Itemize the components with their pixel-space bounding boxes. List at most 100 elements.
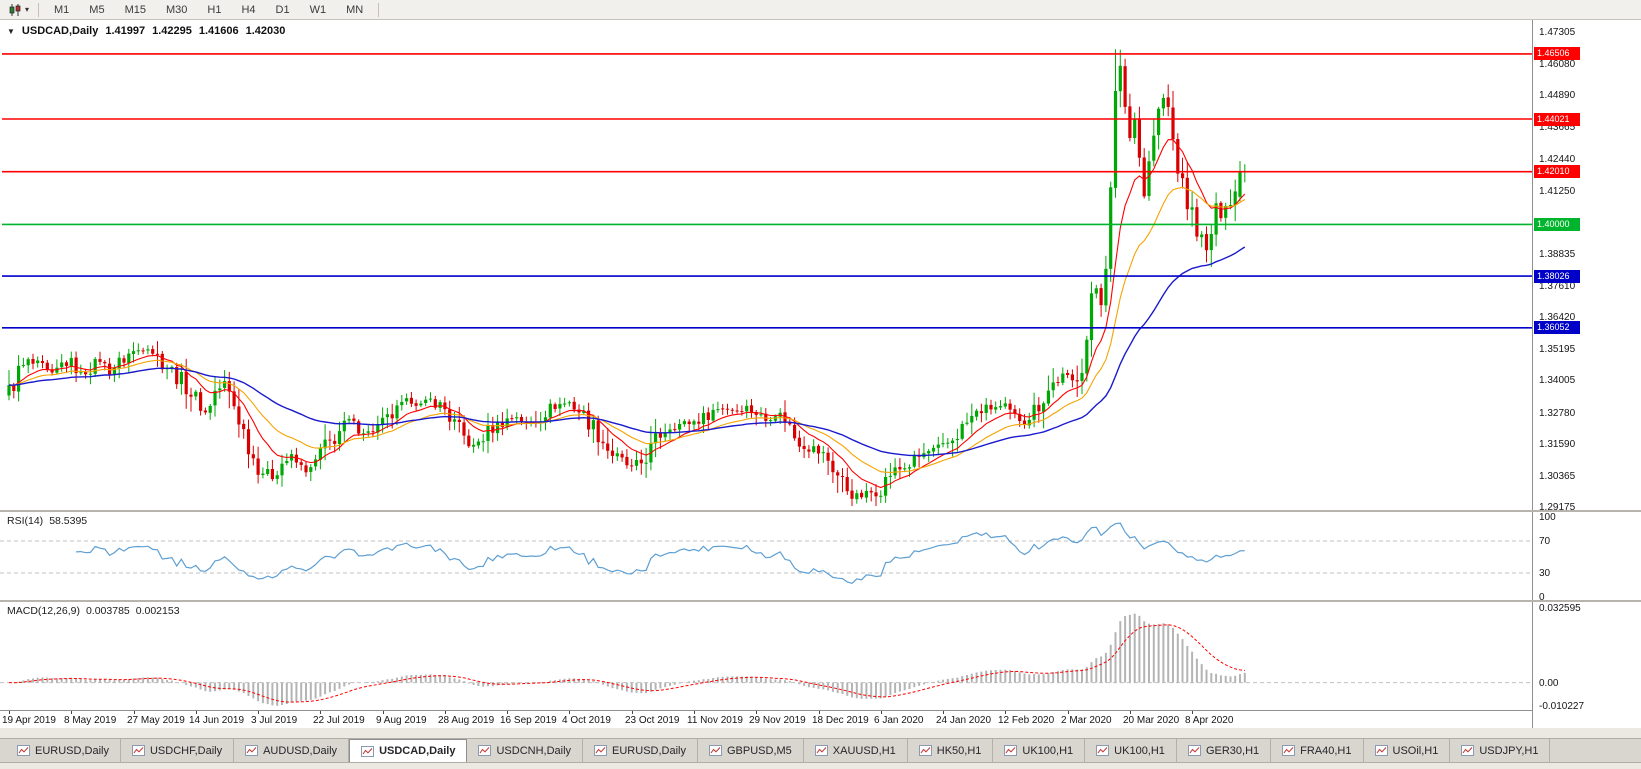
time-tick	[196, 711, 197, 714]
tab-label: EURUSD,Daily	[35, 744, 109, 757]
tab-usdchf-daily[interactable]: USDCHF,Daily	[121, 739, 235, 762]
tab-label: USOil,H1	[1392, 744, 1439, 757]
tab-eurusd-daily[interactable]: EURUSD,Daily	[6, 739, 121, 762]
timeframe-button-H1[interactable]: H1	[207, 3, 222, 16]
tab-usdjpy-h1[interactable]: USDJPY,H1	[1450, 739, 1551, 762]
rsi-indicator-panel[interactable]	[0, 512, 1532, 600]
tab-usdcad-daily[interactable]: USDCAD,Daily	[349, 739, 468, 762]
macd-header: MACD(12,26,9) 0.003785 0.002153	[7, 605, 180, 617]
price-axis-label: 1.31590	[1539, 439, 1576, 450]
ma-line-mid	[8, 186, 1246, 474]
rsi-header: RSI(14) 58.5395	[7, 515, 87, 527]
panel-separator[interactable]	[0, 510, 1641, 512]
rsi-title: RSI(14)	[7, 515, 44, 527]
tab-xauusd-h1[interactable]: XAUUSD,H1	[804, 739, 908, 762]
chart-type-button[interactable]: ▾	[4, 2, 33, 18]
macd-axis-label: -0.010227	[1539, 701, 1585, 712]
main-price-chart[interactable]	[0, 20, 1532, 510]
tab-audusd-daily[interactable]: AUDUSD,Daily	[234, 739, 350, 762]
time-tick	[134, 711, 135, 714]
date-label: 23 Oct 2019	[625, 715, 680, 726]
tab-uk100-h1[interactable]: UK100,H1	[1085, 739, 1177, 762]
date-label: 2 Mar 2020	[1061, 715, 1112, 726]
rsi-axis-label: 70	[1539, 536, 1551, 547]
date-label: 29 Nov 2019	[749, 715, 806, 726]
date-label: 3 Jul 2019	[251, 715, 298, 726]
hline-price-tag[interactable]: 1.38026	[1534, 270, 1580, 283]
price-axis-label: 1.37610	[1539, 281, 1576, 292]
date-label: 14 Jun 2019	[189, 715, 245, 726]
timeframe-button-D1[interactable]: D1	[275, 3, 290, 16]
price-axis-label: 1.43665	[1539, 122, 1576, 133]
price-axis-label: 1.32780	[1539, 408, 1576, 419]
chart-window: ▼ USDCAD,Daily 1.41997 1.42295 1.41606 1…	[0, 20, 1641, 728]
hline-price-tag[interactable]: 1.46506	[1534, 47, 1580, 60]
date-label: 4 Oct 2019	[562, 715, 611, 726]
tab-label: UK100,H1	[1022, 744, 1074, 757]
date-label: 12 Feb 2020	[998, 715, 1055, 726]
date-label: 8 May 2019	[64, 715, 117, 726]
caret-down-icon: ▾	[25, 4, 30, 14]
tab-gbpusd-m5[interactable]: GBPUSD,M5	[698, 739, 804, 762]
macd-axis-label: 0.00	[1539, 678, 1559, 689]
timeframe-button-M1[interactable]: M1	[54, 3, 70, 16]
hline-price-tag[interactable]: 1.44021	[1534, 113, 1580, 126]
mini-chart-icon	[1374, 745, 1388, 756]
time-tick	[569, 711, 570, 714]
tab-eurusd-daily[interactable]: EURUSD,Daily	[583, 739, 698, 762]
price-axis-label: 1.46080	[1539, 59, 1576, 70]
date-label: 28 Aug 2019	[438, 715, 495, 726]
mini-chart-icon	[814, 745, 828, 756]
timeframe-button-W1[interactable]: W1	[309, 3, 327, 16]
tab-fra40-h1[interactable]: FRA40,H1	[1271, 739, 1364, 762]
hline-price-tag[interactable]: 1.36052	[1534, 321, 1580, 334]
mini-chart-icon	[1004, 745, 1018, 756]
tab-label: USDCNH,Daily	[496, 744, 572, 757]
time-scale[interactable]: 19 Apr 2019 8 May 2019 27 May 2019 14 Jun 2…	[0, 710, 1532, 728]
tab-usdcnh-daily[interactable]: USDCNH,Daily	[467, 739, 584, 762]
window-gap	[0, 728, 1641, 738]
macd-indicator-panel[interactable]	[0, 602, 1532, 710]
candlestick-chart-icon	[9, 3, 21, 16]
timeframe-button-MN[interactable]: MN	[346, 3, 364, 16]
toolbar-separator	[378, 2, 380, 17]
date-label: 16 Sep 2019	[500, 715, 557, 726]
time-tick	[445, 711, 446, 714]
price-axis-label: 1.36420	[1539, 312, 1576, 323]
macd-signal-value: 0.002153	[135, 605, 180, 617]
rsi-axis-label: 30	[1539, 568, 1551, 579]
mini-chart-icon	[1282, 745, 1296, 756]
timeframe-button-M15[interactable]: M15	[124, 3, 146, 16]
tab-uk100-h1[interactable]: UK100,H1	[993, 739, 1086, 762]
date-label: 8 Apr 2020	[1185, 715, 1234, 726]
tab-label: AUDUSD,Daily	[263, 744, 338, 757]
timeframe-button-M5[interactable]: M5	[89, 3, 105, 16]
time-tick	[507, 711, 508, 714]
time-tick	[258, 711, 259, 714]
horizontal-lines[interactable]	[2, 53, 1532, 329]
price-scale[interactable]: 1.47305 1.46080 1.44890 1.43665 1.42440 1.412…	[1532, 20, 1641, 728]
time-tick	[943, 711, 944, 714]
date-label: 6 Jan 2020	[874, 715, 924, 726]
macd-value: 0.003785	[85, 605, 130, 617]
price-axis-label: 1.44890	[1539, 90, 1576, 101]
mini-chart-icon	[1461, 745, 1475, 756]
timeframe-button-M30[interactable]: M30	[165, 3, 188, 16]
tab-ger30-h1[interactable]: GER30,H1	[1177, 739, 1272, 762]
price-axis-label: 1.30365	[1539, 471, 1576, 482]
rsi-value: 58.5395	[49, 515, 88, 527]
mini-chart-icon	[17, 745, 30, 756]
panel-separator[interactable]	[0, 600, 1641, 602]
ma-line-slow	[8, 246, 1246, 457]
date-label: 11 Nov 2019	[687, 715, 743, 726]
hline-price-tag[interactable]: 1.42010	[1534, 165, 1580, 178]
collapse-chart-icon[interactable]: ▼	[7, 26, 15, 36]
mini-chart-icon	[709, 745, 722, 756]
tab-hk50-h1[interactable]: HK50,H1	[908, 739, 994, 762]
timeframe-button-H4[interactable]: H4	[241, 3, 256, 16]
rsi-line	[76, 522, 1245, 584]
price-axis-label: 1.41250	[1539, 186, 1576, 197]
hline-price-tag[interactable]: 1.40000	[1534, 218, 1580, 231]
macd-signal-line	[8, 624, 1245, 703]
tab-usoil-h1[interactable]: USOil,H1	[1364, 739, 1451, 762]
